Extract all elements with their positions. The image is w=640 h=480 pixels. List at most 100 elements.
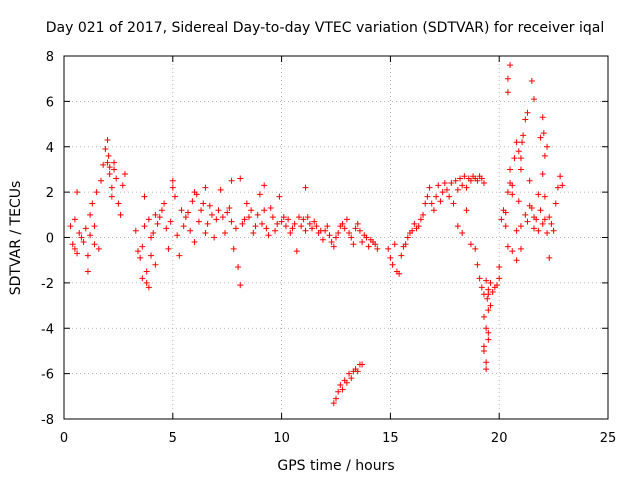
data-point-plus xyxy=(517,223,524,230)
data-point-plus xyxy=(169,184,176,191)
data-point-plus xyxy=(115,200,122,207)
x-tick-label: 20 xyxy=(491,431,508,446)
data-point-plus xyxy=(71,245,78,252)
data-point-plus xyxy=(459,229,466,236)
data-point-plus xyxy=(548,220,555,227)
data-point-plus xyxy=(287,229,294,236)
data-point-plus xyxy=(350,241,357,248)
data-point-plus xyxy=(483,359,490,366)
data-point-plus xyxy=(522,116,529,123)
data-point-plus xyxy=(176,252,183,259)
data-point-plus xyxy=(467,177,474,184)
data-point-plus xyxy=(80,239,87,246)
data-point-plus xyxy=(415,223,422,230)
data-point-plus xyxy=(304,214,311,221)
data-point-plus xyxy=(417,216,424,223)
data-point-plus xyxy=(104,159,111,166)
x-tick-label: 5 xyxy=(169,431,177,446)
data-point-plus xyxy=(504,189,511,196)
data-point-plus xyxy=(411,220,418,227)
data-point-plus xyxy=(348,375,355,382)
data-point-plus xyxy=(339,386,346,393)
data-point-plus xyxy=(100,161,107,168)
data-point-plus xyxy=(426,184,433,191)
data-point-plus xyxy=(178,207,185,214)
data-point-plus xyxy=(428,200,435,207)
data-point-plus xyxy=(391,241,398,248)
x-tick-label: 25 xyxy=(600,431,617,446)
data-point-plus xyxy=(333,234,339,241)
data-point-plus xyxy=(541,152,548,159)
data-point-plus xyxy=(537,207,544,214)
data-point-plus xyxy=(195,218,202,225)
data-point-plus xyxy=(145,284,152,291)
data-point-plus xyxy=(343,379,350,386)
data-point-plus xyxy=(537,134,544,141)
data-point-plus xyxy=(113,175,120,182)
data-point-plus xyxy=(269,214,276,221)
data-point-plus xyxy=(446,193,453,200)
x-tick-label: 0 xyxy=(60,431,68,446)
data-point-plus xyxy=(67,223,74,230)
data-point-plus xyxy=(511,155,518,162)
y-tick-labels: -8 -6 -4 -2 0 2 4 6 8 xyxy=(41,50,54,428)
data-point-plus xyxy=(106,170,113,177)
data-point-plus xyxy=(404,234,411,241)
data-point-plus xyxy=(282,223,289,230)
data-point-plus xyxy=(474,177,481,184)
data-point-plus xyxy=(484,295,491,302)
data-point-plus xyxy=(248,207,255,214)
data-point-plus xyxy=(330,243,337,250)
data-point-plus xyxy=(97,177,104,184)
y-axis-label: SDTVAR / TECUs xyxy=(8,181,24,296)
data-point-plus xyxy=(245,214,252,221)
data-point-plus xyxy=(517,245,524,252)
data-point-plus xyxy=(513,257,520,264)
data-point-plus xyxy=(433,193,440,200)
data-point-plus xyxy=(119,182,126,189)
x-tick-label: 15 xyxy=(382,431,399,446)
y-tick-label: 6 xyxy=(46,95,54,110)
data-point-plus xyxy=(217,186,224,193)
data-point-plus xyxy=(111,166,118,173)
data-point-plus xyxy=(91,223,98,230)
data-point-plus xyxy=(557,173,564,180)
data-point-plus xyxy=(302,184,309,191)
data-point-plus xyxy=(230,245,237,252)
data-point-plus xyxy=(535,227,542,234)
data-point-plus xyxy=(252,223,259,230)
data-points xyxy=(67,62,566,407)
data-point-plus xyxy=(285,216,292,223)
data-point-plus xyxy=(335,388,342,395)
data-point-plus xyxy=(280,214,287,221)
data-point-plus xyxy=(71,216,78,223)
data-point-plus xyxy=(502,209,509,216)
data-point-plus xyxy=(372,241,379,248)
data-point-plus xyxy=(150,229,157,236)
data-point-plus xyxy=(185,209,192,216)
data-point-plus xyxy=(108,193,115,200)
data-point-plus xyxy=(341,225,348,232)
data-point-plus xyxy=(352,225,359,232)
data-point-plus xyxy=(476,275,483,282)
data-point-plus xyxy=(211,234,218,241)
data-point-plus xyxy=(348,234,355,241)
data-point-plus xyxy=(519,139,526,146)
data-point-plus xyxy=(84,252,91,259)
data-point-plus xyxy=(437,198,444,205)
data-point-plus xyxy=(541,193,548,200)
data-point-plus xyxy=(546,254,553,261)
data-point-plus xyxy=(134,248,141,255)
data-point-plus xyxy=(452,177,459,184)
plot-frame xyxy=(63,55,609,420)
data-point-plus xyxy=(559,182,566,189)
data-point-plus xyxy=(306,220,313,227)
data-point-plus xyxy=(480,180,487,187)
data-point-plus xyxy=(309,225,316,232)
data-point-plus xyxy=(250,229,257,236)
data-point-plus xyxy=(485,336,492,343)
data-point-plus xyxy=(141,223,148,230)
y-tick-label: 2 xyxy=(46,186,54,201)
data-point-plus xyxy=(402,241,409,248)
data-point-plus xyxy=(276,193,283,200)
